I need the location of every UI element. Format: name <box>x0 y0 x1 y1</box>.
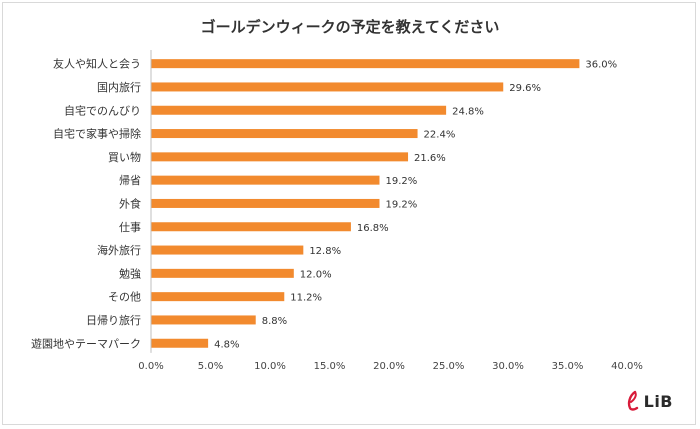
chart-frame: ゴールデンウィークの予定を教えてください 友人や知人と会う 36.0% 国内旅行 29… <box>2 2 696 425</box>
bar <box>151 315 256 325</box>
category-label: 海外旅行 <box>97 243 141 257</box>
bar <box>151 59 580 69</box>
category-label: 自宅で家事や掃除 <box>53 127 141 141</box>
category-label: 買い物 <box>108 150 141 164</box>
value-label: 21.6% <box>414 153 446 164</box>
bar <box>151 129 418 139</box>
category-label: 仕事 <box>119 221 141 234</box>
value-label: 36.0% <box>585 60 617 71</box>
bar <box>151 292 285 302</box>
x-tick-label: 5.0% <box>198 361 223 372</box>
bar <box>151 152 409 162</box>
category-label: 勉強 <box>119 266 141 280</box>
category-label: 国内旅行 <box>97 80 141 94</box>
bar <box>151 338 209 348</box>
x-tick-label: 40.0% <box>611 361 643 372</box>
category-label: その他 <box>108 291 141 304</box>
value-label: 24.8% <box>452 106 484 117</box>
category-label: 外食 <box>119 196 141 210</box>
bars-group: 友人や知人と会う 36.0% 国内旅行 29.6% 自宅でのんびり 24.8% 自宅で家事や… <box>31 57 617 351</box>
bar-chart: ゴールデンウィークの予定を教えてください 友人や知人と会う 36.0% 国内旅行 29… <box>31 18 643 372</box>
x-tick-label: 20.0% <box>373 361 405 372</box>
chart-title: ゴールデンウィークの予定を教えてください <box>201 18 500 36</box>
bar <box>151 82 504 92</box>
category-label: 自宅でのんびり <box>64 103 141 117</box>
bar <box>151 268 294 278</box>
category-label: 遊園地やテーマパーク <box>31 336 141 350</box>
bar <box>151 105 447 115</box>
logo-mark-icon <box>627 390 638 411</box>
value-label: 22.4% <box>424 130 456 141</box>
lib-logo: LiB <box>626 390 673 412</box>
bar <box>151 222 351 232</box>
value-label: 12.8% <box>309 246 341 257</box>
logo-text: LiB <box>643 391 673 411</box>
x-tick-label: 15.0% <box>314 361 346 372</box>
category-label: 友人や知人と会う <box>53 57 141 71</box>
bar <box>151 198 380 208</box>
value-label: 19.2% <box>385 199 417 210</box>
bar <box>151 245 304 255</box>
bar <box>151 175 380 185</box>
category-label: 日帰り旅行 <box>86 313 141 327</box>
x-tick-label: 35.0% <box>552 361 584 372</box>
x-tick-label: 10.0% <box>254 361 286 372</box>
x-tick-label: 25.0% <box>433 361 465 372</box>
value-label: 8.8% <box>262 316 287 327</box>
category-label: 帰省 <box>119 174 141 187</box>
value-label: 19.2% <box>385 176 417 187</box>
value-label: 12.0% <box>300 269 332 280</box>
value-label: 29.6% <box>509 83 541 94</box>
value-label: 4.8% <box>214 339 239 350</box>
x-tick-label: 30.0% <box>492 361 524 372</box>
value-label: 16.8% <box>357 223 389 234</box>
x-tick-label: 0.0% <box>138 361 163 372</box>
value-label: 11.2% <box>290 293 322 304</box>
x-axis: 0.0% 5.0% 10.0% 15.0% 20.0% 25.0% 30.0% 35.0% 40… <box>138 50 643 372</box>
